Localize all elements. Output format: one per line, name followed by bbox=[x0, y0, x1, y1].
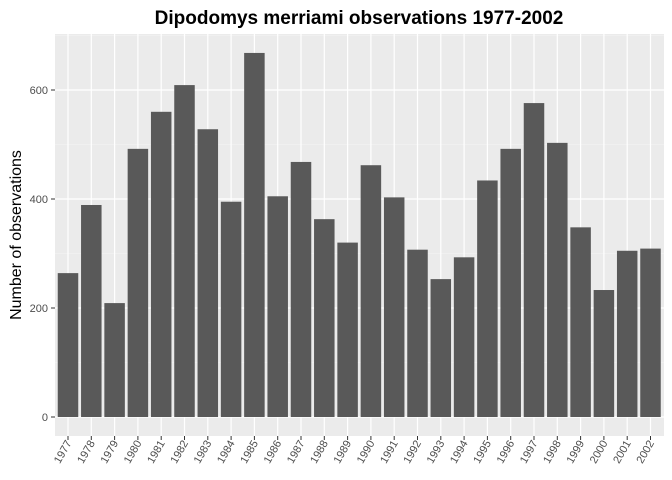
y-tick-label: 0 bbox=[42, 412, 48, 424]
x-tick-label: 2000 bbox=[588, 439, 611, 466]
bar-1989 bbox=[337, 242, 358, 417]
y-tick-label: 600 bbox=[30, 85, 48, 97]
bar-1991 bbox=[383, 197, 405, 417]
bar-1988 bbox=[314, 219, 335, 417]
x-tick-label: 1986 bbox=[262, 439, 285, 466]
bar-1997 bbox=[523, 103, 545, 417]
bar-1996 bbox=[500, 148, 521, 418]
bar-1978 bbox=[81, 204, 102, 417]
x-tick-label: 1981 bbox=[145, 439, 168, 466]
x-tick-label: 1992 bbox=[401, 439, 424, 466]
bar-1986 bbox=[267, 196, 288, 417]
x-tick-label: 1977 bbox=[52, 439, 75, 466]
bar-1999 bbox=[570, 227, 591, 417]
x-tick-label: 1979 bbox=[99, 439, 122, 466]
bar-1994 bbox=[453, 257, 475, 417]
x-tick-label: 1983 bbox=[192, 439, 215, 466]
bar-1981 bbox=[150, 111, 172, 418]
bar-1993 bbox=[430, 279, 452, 417]
bar-1987 bbox=[290, 161, 312, 417]
x-tick-label: 1978 bbox=[75, 439, 98, 466]
x-tick-label: 1991 bbox=[378, 439, 401, 466]
bar-1985 bbox=[244, 52, 265, 417]
x-tick-label: 2001 bbox=[611, 439, 634, 466]
x-tick-label: 1989 bbox=[332, 439, 355, 466]
bar-1982 bbox=[174, 85, 195, 417]
x-tick-label: 1994 bbox=[448, 439, 471, 466]
bar-1995 bbox=[477, 180, 498, 417]
x-tick-label: 1997 bbox=[518, 439, 541, 466]
x-tick-label: 1980 bbox=[122, 439, 145, 466]
bar-1992 bbox=[407, 249, 428, 417]
x-tick-label: 1987 bbox=[285, 439, 308, 466]
bar-1990 bbox=[360, 165, 382, 417]
bar-2000 bbox=[593, 290, 615, 417]
x-tick-label: 1995 bbox=[471, 439, 494, 466]
bar-1980 bbox=[127, 148, 149, 418]
bar-1984 bbox=[220, 201, 242, 417]
y-tick-label: 400 bbox=[30, 194, 48, 206]
x-tick-label: 1999 bbox=[565, 439, 588, 466]
y-tick-label: 200 bbox=[30, 303, 48, 315]
bars-layer bbox=[57, 52, 661, 418]
bar-1998 bbox=[547, 142, 568, 418]
bar-1977 bbox=[57, 273, 79, 417]
x-tick-label: 1984 bbox=[215, 439, 238, 466]
x-tick-label: 1993 bbox=[425, 439, 448, 466]
bar-2002 bbox=[640, 248, 661, 417]
x-tick-label: 1988 bbox=[308, 439, 331, 466]
x-tick-label: 1982 bbox=[168, 439, 191, 466]
x-tick-label: 1990 bbox=[355, 439, 378, 466]
bar-1983 bbox=[197, 129, 219, 418]
bar-1979 bbox=[104, 303, 125, 417]
x-tick-label: 1996 bbox=[495, 439, 518, 466]
x-tick-label: 1985 bbox=[238, 439, 261, 466]
y-axis-title: Number of observations bbox=[8, 150, 25, 320]
bar-2001 bbox=[616, 250, 638, 417]
x-tick-label: 2002 bbox=[634, 439, 657, 466]
x-tick-label: 1998 bbox=[541, 439, 564, 466]
chart-title: Dipodomys merriami observations 1977-200… bbox=[155, 8, 564, 29]
